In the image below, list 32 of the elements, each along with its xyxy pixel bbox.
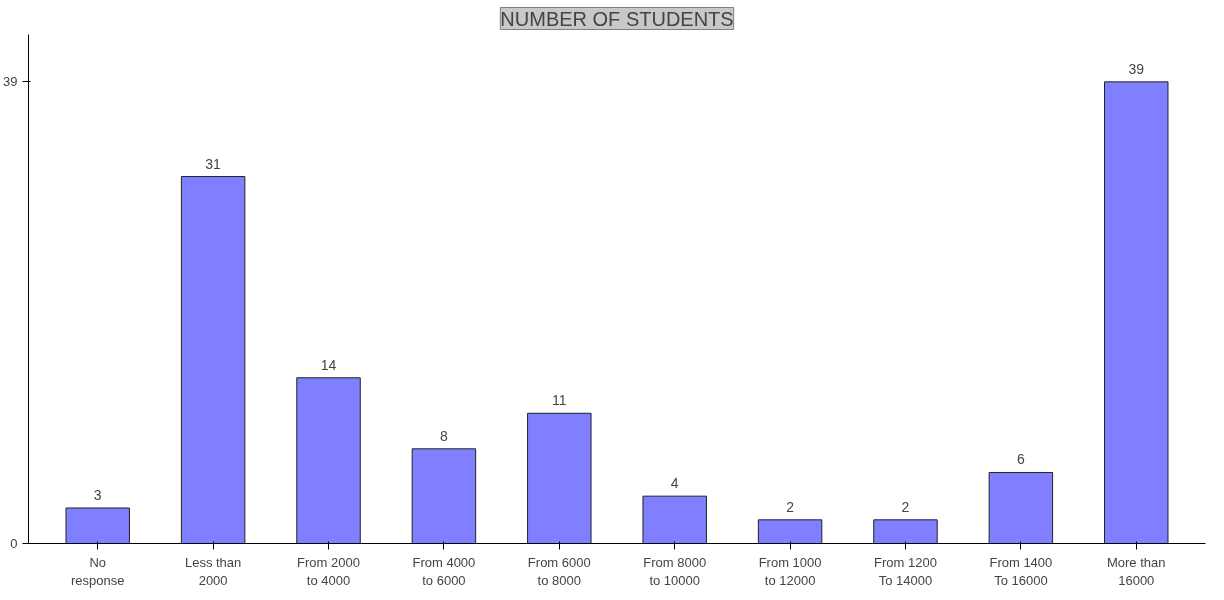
data-label: 3 bbox=[93, 486, 102, 503]
x-tick-label: From 8000 to 10000 bbox=[643, 554, 707, 588]
data-label: 2 bbox=[901, 498, 910, 515]
chart-title: NUMBER OF STUDENTS bbox=[500, 7, 734, 30]
data-label: 8 bbox=[440, 427, 449, 444]
x-tick-label: From 1400 To 16000 bbox=[989, 554, 1053, 588]
y-tick-label: 0 bbox=[10, 536, 18, 551]
x-tick-label: From 6000 to 8000 bbox=[527, 554, 591, 588]
data-label: 2 bbox=[786, 498, 795, 515]
bar bbox=[527, 412, 592, 544]
x-tick-label: From 4000 to 6000 bbox=[412, 554, 476, 588]
x-tick-label: From 1000 to 12000 bbox=[758, 554, 822, 588]
bar bbox=[65, 507, 130, 544]
bar bbox=[180, 176, 246, 544]
x-tick-label: No response bbox=[71, 554, 125, 588]
bar bbox=[296, 377, 361, 544]
data-label: 39 bbox=[1128, 60, 1145, 77]
data-label: 11 bbox=[552, 392, 567, 409]
data-label: 4 bbox=[670, 475, 679, 492]
x-tick-label: More than 16000 bbox=[1107, 554, 1166, 588]
bar bbox=[873, 519, 938, 544]
x-tick-label: From 1200 To 14000 bbox=[874, 554, 937, 588]
data-label: 14 bbox=[320, 356, 337, 373]
bar bbox=[1104, 81, 1169, 544]
data-label: 6 bbox=[1016, 451, 1025, 468]
data-label: 31 bbox=[205, 155, 222, 172]
bar bbox=[411, 448, 477, 544]
bar bbox=[988, 471, 1054, 544]
x-tick-label: From 2000 to 4000 bbox=[297, 554, 360, 588]
bar bbox=[757, 519, 823, 544]
bar bbox=[642, 495, 707, 544]
x-tick-label: Less than 2000 bbox=[184, 554, 242, 588]
